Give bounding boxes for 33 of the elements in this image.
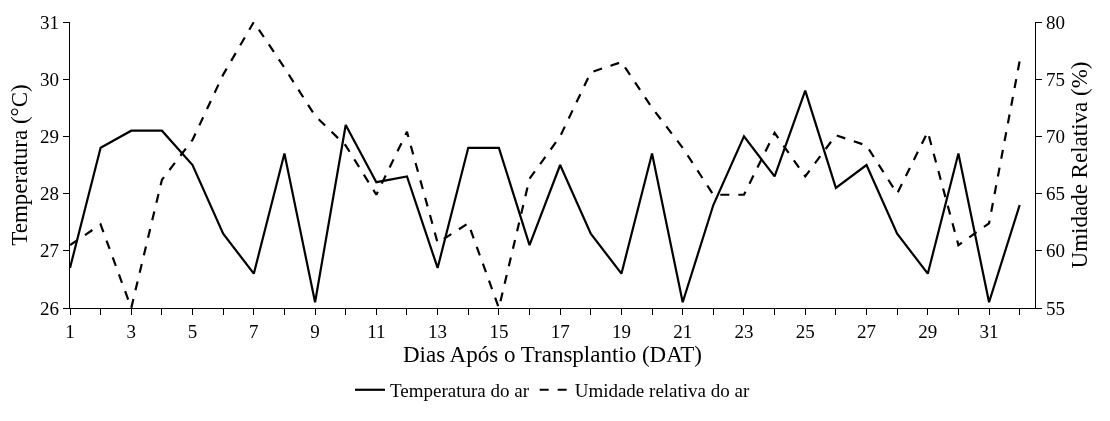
y-axis-title: Temperatura (°C) bbox=[6, 84, 32, 246]
y-tick-label: 30 bbox=[40, 68, 60, 90]
x-tick-label: 3 bbox=[126, 320, 137, 342]
x-tick-label: 5 bbox=[187, 320, 198, 342]
x-tick-label: 11 bbox=[367, 320, 386, 342]
x-tick-label: 27 bbox=[857, 320, 877, 342]
y2-tick-label: 75 bbox=[1045, 68, 1065, 90]
x-tick-label: 25 bbox=[795, 320, 815, 342]
y-tick-label: 31 bbox=[40, 11, 60, 33]
y-tick-label: 28 bbox=[40, 183, 60, 205]
x-tick-label: 19 bbox=[611, 320, 631, 342]
y2-tick-label: 60 bbox=[1045, 240, 1065, 262]
x-tick-label: 7 bbox=[249, 320, 259, 342]
x-tick-label: 31 bbox=[979, 320, 999, 342]
x-tick-label: 9 bbox=[310, 320, 320, 342]
y2-axis-title: Umidade Relativa (%) bbox=[1066, 61, 1092, 269]
y-tick-label: 26 bbox=[40, 297, 60, 319]
y2-tick-label: 80 bbox=[1045, 11, 1065, 33]
x-tick-label: 1 bbox=[65, 320, 75, 342]
x-tick-label: 23 bbox=[734, 320, 754, 342]
x-tick-label: 17 bbox=[550, 320, 570, 342]
x-tick-label: 21 bbox=[673, 320, 693, 342]
y2-tick-label: 65 bbox=[1045, 183, 1065, 205]
x-axis-title: Dias Após o Transplantio (DAT) bbox=[402, 341, 703, 367]
legend-label: Temperatura do ar bbox=[390, 380, 530, 402]
y-tick-label: 27 bbox=[40, 240, 60, 262]
y2-tick-label: 55 bbox=[1045, 297, 1065, 319]
x-tick-label: 15 bbox=[489, 320, 509, 342]
legend-label: Umidade relativa do ar bbox=[574, 380, 750, 402]
y-tick-label: 29 bbox=[40, 126, 60, 148]
x-tick-label: 29 bbox=[918, 320, 938, 342]
x-tick-label: 13 bbox=[428, 320, 448, 342]
y2-tick-label: 70 bbox=[1045, 126, 1065, 148]
